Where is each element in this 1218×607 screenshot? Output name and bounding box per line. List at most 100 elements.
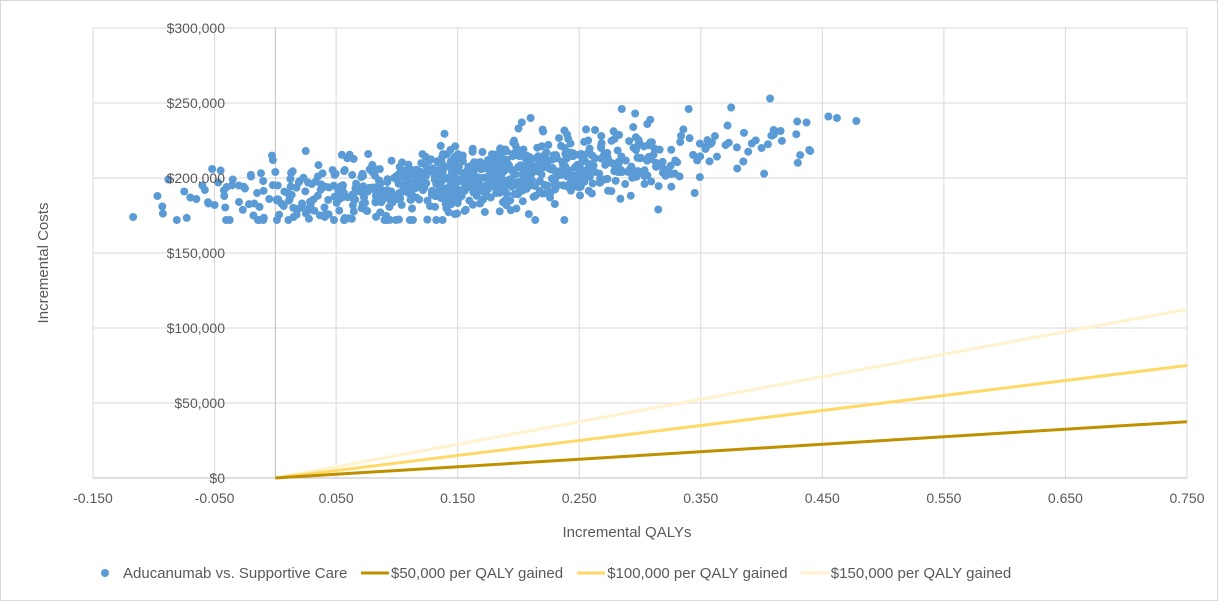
data-point [360,193,369,202]
data-point [519,145,528,154]
data-point [256,169,265,178]
data-point [376,208,385,217]
data-point [560,216,569,224]
data-point [643,120,652,128]
data-point [405,216,414,224]
data-point [777,136,786,145]
data-point [368,168,377,177]
data-point [484,156,493,164]
data-point [852,117,861,125]
data-point [601,160,610,169]
data-point [633,167,642,176]
data-point [250,199,259,208]
data-point [573,160,582,169]
data-point [349,195,358,204]
data-point [186,193,195,202]
data-point [432,216,441,224]
data-point [625,165,634,174]
data-point [705,157,714,166]
data-point [478,147,487,156]
data-point [649,150,658,159]
data-point [561,162,570,171]
scatter-points [129,94,861,224]
data-point [832,114,841,122]
data-point [286,182,295,191]
data-point [542,148,551,157]
data-point [153,192,162,200]
data-point [629,123,638,132]
data-point [766,94,775,103]
data-point [760,169,769,178]
data-point [249,211,258,220]
data-point [496,174,505,183]
data-point [452,162,461,171]
data-point [508,152,517,161]
data-point [559,181,568,190]
data-point [286,175,295,184]
data-point [739,157,748,166]
x-tick-label: 0.150 [440,490,475,506]
data-point [259,213,268,222]
data-point [461,205,470,214]
data-point [540,180,549,189]
data-point [320,203,329,212]
data-point [667,145,676,154]
data-point [733,164,742,173]
data-point [447,168,456,177]
data-point [529,192,538,201]
legend-label: Aducanumab vs. Supportive Care [123,565,347,582]
data-point [486,180,495,189]
data-point [339,192,348,201]
data-point [365,183,374,192]
data-point [793,117,802,126]
data-point [375,165,384,174]
x-tick-label: 0.250 [562,490,597,506]
data-point [502,201,511,210]
y-axis-title: Incremental Costs [35,203,52,324]
data-point [446,145,455,154]
data-point [459,176,468,185]
data-point [298,199,307,208]
data-point [423,215,432,224]
threshold-line [275,307,1188,480]
data-point [763,140,772,149]
threshold-line [275,420,1188,480]
data-point [438,216,447,224]
data-point [557,170,566,179]
data-point [496,145,505,154]
data-point [535,186,544,195]
x-tick-label: 0.550 [926,490,961,506]
data-point [522,184,531,193]
data-point [506,175,515,184]
data-point [676,138,685,147]
data-point [324,195,333,204]
data-point [544,140,553,149]
data-point [277,199,286,208]
data-point [371,197,380,206]
data-point [348,170,357,179]
data-point [182,213,191,222]
data-point [580,137,589,146]
data-point [647,177,656,186]
data-point [340,166,349,175]
data-point [419,172,428,181]
data-point [446,200,455,209]
data-point [465,182,474,191]
y-tick-label: $100,000 [167,320,226,336]
x-tick-label: 0.650 [1048,490,1083,506]
data-point [652,158,661,167]
data-point [706,139,715,148]
data-point [583,172,592,181]
data-point [329,216,338,224]
data-point [383,178,392,187]
data-point [391,216,400,224]
data-point [180,187,189,196]
data-point [238,205,247,214]
data-point [712,152,721,161]
data-point [796,151,805,160]
data-point [222,216,231,224]
data-point [307,180,316,188]
data-point [566,139,575,148]
data-point [158,202,167,211]
